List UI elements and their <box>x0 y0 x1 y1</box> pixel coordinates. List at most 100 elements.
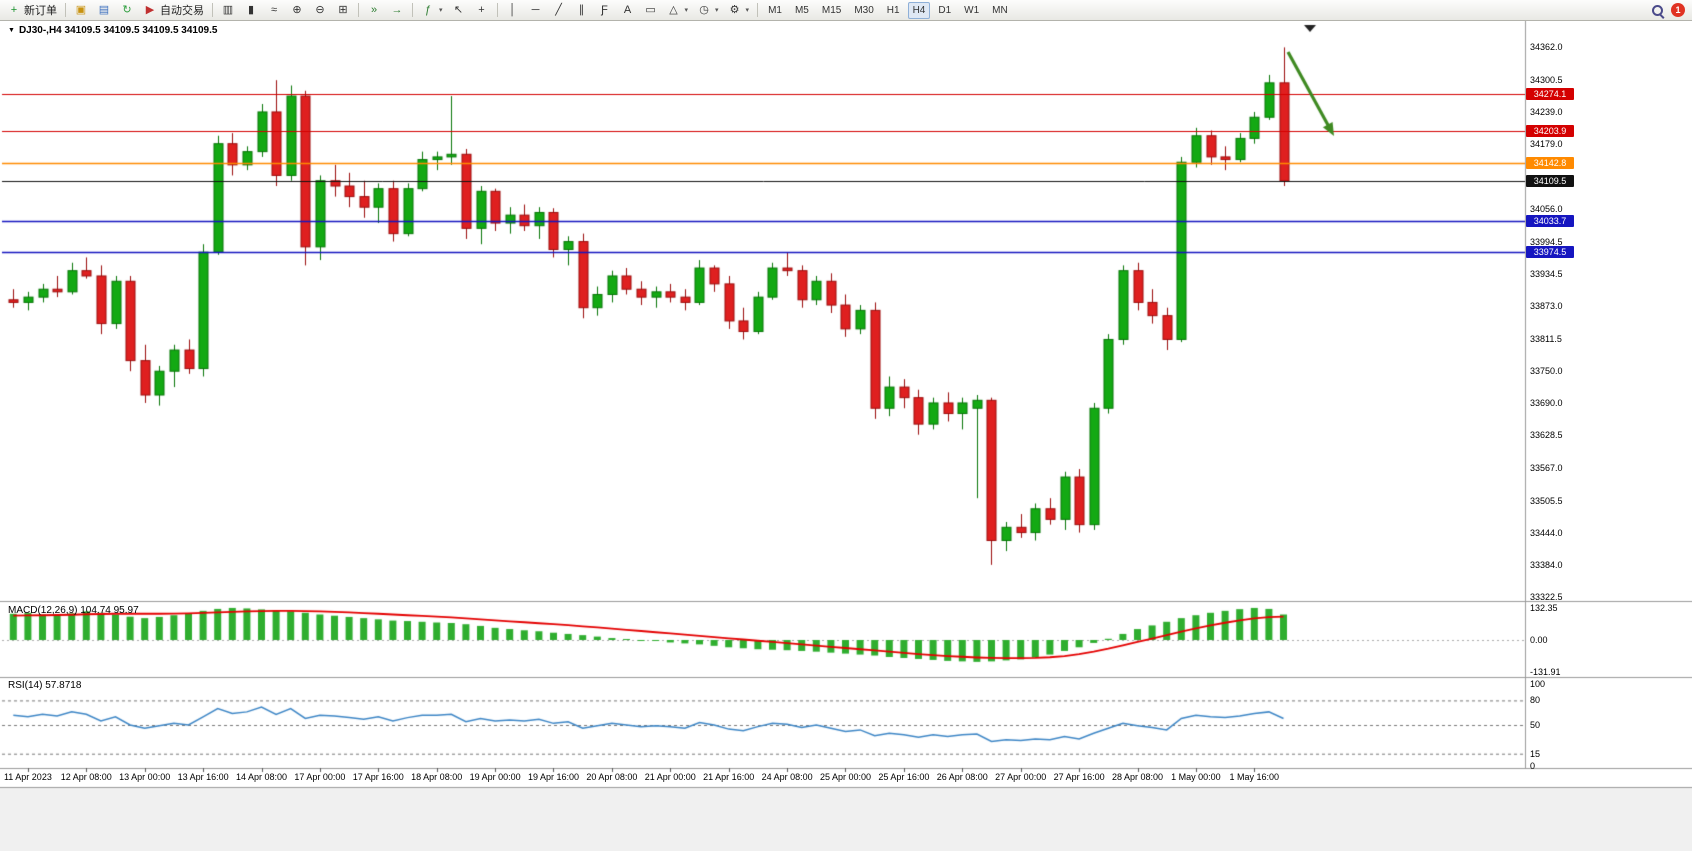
notification-badge[interactable]: 1 <box>1671 3 1685 17</box>
chart-shift-button[interactable]: → <box>386 1 408 20</box>
timeframe-button-w1[interactable]: W1 <box>964 4 980 16</box>
text-label-icon: ▭ <box>645 4 656 16</box>
new-order-button[interactable]: + 新订单 <box>3 1 61 20</box>
timeframe-button-m1[interactable]: M1 <box>768 4 782 16</box>
time-axis-label: 25 Apr 16:00 <box>878 772 930 782</box>
vertical-line-button[interactable]: │ <box>502 1 524 20</box>
time-axis-label: 25 Apr 00:00 <box>819 772 872 782</box>
tile-windows-icon: ⊞ <box>338 4 348 16</box>
indicators-button[interactable]: ƒ ▾ <box>417 1 447 20</box>
channel-button[interactable]: ∥ <box>571 1 593 20</box>
price-axis-label: 34300.5 <box>1530 74 1563 85</box>
gear-icon: ⚙ <box>729 4 740 16</box>
time-axis-label: 19 Apr 16:00 <box>527 772 580 782</box>
price-axis-label: 34056.0 <box>1530 204 1563 215</box>
chart-properties-button[interactable]: ⚙ ▾ <box>724 1 754 20</box>
price-line-badge: 34203.9 <box>1526 125 1574 138</box>
bar-chart-button[interactable]: ▥ <box>217 1 239 20</box>
autotrade-button[interactable]: ▶ 自动交易 <box>139 1 208 20</box>
auto-scroll-button[interactable]: » <box>363 1 385 20</box>
zoom-in-icon: ⊕ <box>292 4 302 16</box>
price-axis-label: 33567.0 <box>1530 463 1563 474</box>
crosshair-button[interactable]: + <box>471 1 493 20</box>
shapes-icon: △ <box>669 4 678 16</box>
timeframe-button-mn[interactable]: MN <box>992 4 1008 16</box>
zoom-out-icon: ⊖ <box>315 4 325 16</box>
timeframe-button-h1[interactable]: H1 <box>886 4 900 16</box>
macd-axis-label: -131.91 <box>1530 667 1561 678</box>
time-axis-label: 28 Apr 08:00 <box>1111 772 1164 782</box>
macd-label: MACD(12,26,9) 104.74 95.97 <box>8 605 139 616</box>
fibonacci-button[interactable]: Ƒ <box>594 1 616 20</box>
profiles-button[interactable]: ▤ <box>93 1 115 20</box>
toolbar-separator <box>757 3 759 17</box>
time-axis-label: 26 Apr 08:00 <box>936 772 988 782</box>
chart-shift-icon: → <box>391 4 403 16</box>
price-axis-label: 34362.0 <box>1530 42 1563 53</box>
time-axis-label: 1 May 16:00 <box>1229 772 1280 782</box>
timeframe-button-m5[interactable]: M5 <box>794 4 809 16</box>
search-icon[interactable] <box>1651 4 1664 17</box>
chart-title-text: DJ30-,H4 34109.5 34109.5 34109.5 34109.5 <box>18 25 218 36</box>
fibonacci-icon: Ƒ <box>601 4 608 16</box>
time-axis-label: 27 Apr 16:00 <box>1053 772 1105 782</box>
rsi-axis-label: 100 <box>1530 679 1546 689</box>
price-axis-label: 34179.0 <box>1530 139 1563 150</box>
time-axis-label: 17 Apr 16:00 <box>352 772 404 782</box>
price-axis-label: 33384.0 <box>1530 559 1563 570</box>
toolbar-separator <box>412 3 413 17</box>
cursor-button[interactable]: ↖ <box>448 1 470 20</box>
price-line-badge: 34033.7 <box>1526 215 1574 228</box>
channel-icon: ∥ <box>578 4 585 16</box>
time-axis-label: 24 Apr 08:00 <box>761 772 813 782</box>
time-axis-label: 18 Apr 08:00 <box>411 772 463 782</box>
chart-title: ▼ DJ30-,H4 34109.5 34109.5 34109.5 34109.… <box>8 25 217 36</box>
text-icon: A <box>623 4 632 16</box>
toolbar-separator <box>65 3 66 17</box>
toolbar-separator <box>496 3 498 17</box>
timeframe-button-h4[interactable]: H4 <box>907 1 931 19</box>
macd-axis-label: 132.35 <box>1530 602 1558 613</box>
horizontal-line-button[interactable]: ─ <box>525 1 547 20</box>
time-axis-label: 13 Apr 00:00 <box>119 772 171 782</box>
price-axis-label: 33994.5 <box>1530 236 1563 247</box>
bar-chart-icon: ▥ <box>222 4 234 16</box>
zoom-in-button[interactable]: ⊕ <box>286 1 308 20</box>
timeframe-button-m15[interactable]: M15 <box>821 4 842 16</box>
charts-window-button[interactable]: ▣ <box>70 1 92 20</box>
price-axis-label: 34239.0 <box>1530 107 1563 118</box>
caret-down-icon: ▾ <box>684 7 689 14</box>
caret-down-icon: ▾ <box>439 7 443 14</box>
toolbar-separator <box>358 3 359 17</box>
text-button[interactable]: A <box>617 1 639 20</box>
caret-down-icon: ▾ <box>715 7 719 14</box>
price-axis-label: 33750.0 <box>1530 366 1563 377</box>
candle-chart-button[interactable]: ▮ <box>240 1 262 20</box>
auto-scroll-icon: » <box>370 4 378 16</box>
periods-clock-button[interactable]: ◷ ▾ <box>693 1 723 20</box>
new-order-icon: + <box>10 4 18 16</box>
refresh-button[interactable]: ↻ <box>116 1 138 20</box>
autotrade-icon: ▶ <box>145 4 155 16</box>
trendline-button[interactable]: ╱ <box>548 1 570 20</box>
time-axis-label: 13 Apr 16:00 <box>177 772 229 782</box>
time-axis-label: 21 Apr 16:00 <box>703 772 755 782</box>
text-label-button[interactable]: ▭ <box>640 1 662 20</box>
shapes-button[interactable]: △ ▾ <box>663 1 693 20</box>
time-axis-label: 20 Apr 08:00 <box>586 772 638 782</box>
candle-chart-icon: ▮ <box>247 4 255 16</box>
rsi-axis-label: 50 <box>1530 720 1541 730</box>
time-axis-label: 11 Apr 2023 <box>3 772 52 782</box>
price-axis-label: 33322.5 <box>1530 592 1563 603</box>
price-axis-label: 33690.0 <box>1530 397 1563 408</box>
horizontal-line-icon: ─ <box>531 4 540 16</box>
timeframe-button-d1[interactable]: D1 <box>938 4 952 16</box>
zoom-out-button[interactable]: ⊖ <box>309 1 331 20</box>
price-axis-label: 33444.0 <box>1530 528 1563 539</box>
new-order-button-label: 新订单 <box>24 5 57 17</box>
rsi-axis-label: 80 <box>1530 695 1541 706</box>
tile-windows-button[interactable]: ⊞ <box>332 1 354 20</box>
timeframe-button-m30[interactable]: M30 <box>854 4 874 16</box>
line-chart-button[interactable]: ≈ <box>263 1 285 20</box>
